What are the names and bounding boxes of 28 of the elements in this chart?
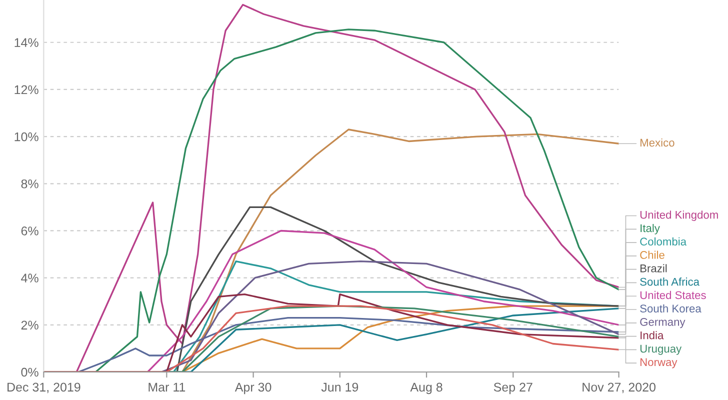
y-tick-label: 4%: [21, 274, 38, 282]
y-tick-label: 10%: [14, 132, 38, 142]
y-tick-label: 2%: [21, 320, 38, 330]
y-tick-label: 14%: [14, 38, 38, 47]
text: Colombia: [640, 237, 687, 246]
text: Germany: [640, 318, 686, 328]
text: Norway: [640, 358, 678, 368]
x-tick-label: Nov 27, 2020: [582, 382, 656, 394]
y-tick-label: 8%: [21, 179, 38, 188]
text: United Kingdom: [640, 210, 718, 221]
text: South Korea: [640, 304, 702, 312]
text: Uruguay: [640, 344, 682, 355]
x-tick-label: Sep 27: [494, 382, 532, 394]
text: United States: [640, 290, 706, 300]
text: Brazil: [640, 264, 667, 272]
x-tick-label: Dec 31, 2019: [8, 382, 80, 394]
text: South Africa: [640, 278, 700, 286]
y-tick-label: 0%: [21, 368, 38, 377]
text: Chile: [640, 250, 664, 259]
text: Italy: [640, 224, 660, 234]
y-tick-label: 6%: [21, 226, 38, 236]
x-tick-label: Apr 30: [234, 382, 272, 394]
x-tick-label: Jun 19: [321, 382, 358, 392]
x-tick-label: Mar 11: [148, 382, 186, 392]
x-tick-label: Aug 8: [410, 382, 442, 394]
series-label: Mexico: [640, 138, 674, 147]
y-tick-label: 12%: [14, 85, 38, 94]
series-label: India: [640, 331, 664, 340]
